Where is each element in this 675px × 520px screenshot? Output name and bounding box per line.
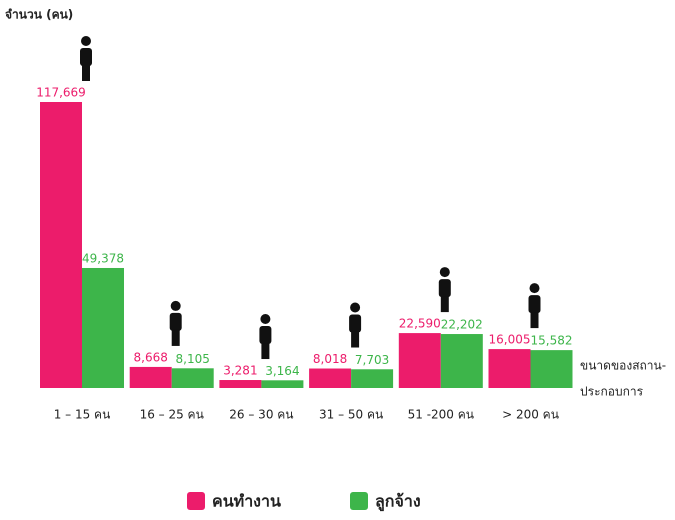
icon-body <box>80 48 92 66</box>
icon-legs <box>440 296 449 313</box>
x-tick-label: 31 – 50 คน <box>319 408 383 422</box>
icon-legs <box>82 65 90 81</box>
icon-body <box>349 314 362 333</box>
bar <box>530 350 573 388</box>
icon-head <box>439 267 450 278</box>
person-icon <box>259 314 272 360</box>
icon-legs <box>530 312 539 329</box>
x-axis-label: ประกอบการ <box>580 385 644 399</box>
value-label: 22,590 <box>399 317 441 331</box>
x-tick-label: 16 – 25 คน <box>140 408 204 422</box>
x-tick-label: 26 – 30 คน <box>229 408 293 422</box>
person-icon <box>528 283 541 329</box>
bar <box>309 368 352 388</box>
chart-title: จำนวน (คน) <box>5 8 73 22</box>
bar <box>488 349 531 388</box>
x-tick-label: 51 -200 คน <box>408 408 474 422</box>
person-icon <box>349 302 362 348</box>
icon-body <box>438 279 451 298</box>
value-label: 8,105 <box>176 352 210 366</box>
value-label: 3,281 <box>223 364 257 378</box>
bar <box>398 333 441 388</box>
legend-swatch <box>350 492 368 510</box>
value-label: 117,669 <box>36 86 86 100</box>
icon-head <box>350 302 361 313</box>
icon-body <box>528 295 541 314</box>
icon-body <box>169 312 182 331</box>
bar <box>171 368 214 388</box>
bar <box>219 380 262 388</box>
icon-legs <box>171 329 180 346</box>
bar <box>440 334 483 388</box>
value-label: 8,668 <box>134 350 168 364</box>
value-label: 15,582 <box>531 334 573 348</box>
value-label: 16,005 <box>489 333 531 347</box>
value-label: 49,378 <box>82 251 124 265</box>
person-icon <box>80 36 92 81</box>
value-label: 7,703 <box>355 353 389 367</box>
icon-legs <box>351 331 360 348</box>
bar <box>351 369 394 388</box>
value-label: 8,018 <box>313 352 347 366</box>
person-icon <box>169 300 182 346</box>
x-tick-label: > 200 คน <box>502 408 559 422</box>
x-tick-label: 1 – 15 คน <box>54 408 111 422</box>
x-axis-label: ขนาดของสถาน- <box>580 359 666 373</box>
bar <box>40 102 82 388</box>
bar <box>261 380 304 388</box>
icon-head <box>170 300 181 311</box>
icon-head <box>529 283 540 294</box>
legend-text: คนทำงาน <box>212 492 281 511</box>
legend-swatch <box>187 492 205 510</box>
icon-legs <box>261 343 270 360</box>
bar <box>82 267 124 388</box>
icon-body <box>259 326 272 345</box>
legend-text: ลูกจ้าง <box>375 492 421 513</box>
person-icon <box>438 267 451 313</box>
icon-head <box>81 36 91 46</box>
value-label: 22,202 <box>441 318 483 332</box>
icon-head <box>260 314 271 325</box>
bar <box>129 366 172 388</box>
value-label: 3,164 <box>265 364 299 378</box>
